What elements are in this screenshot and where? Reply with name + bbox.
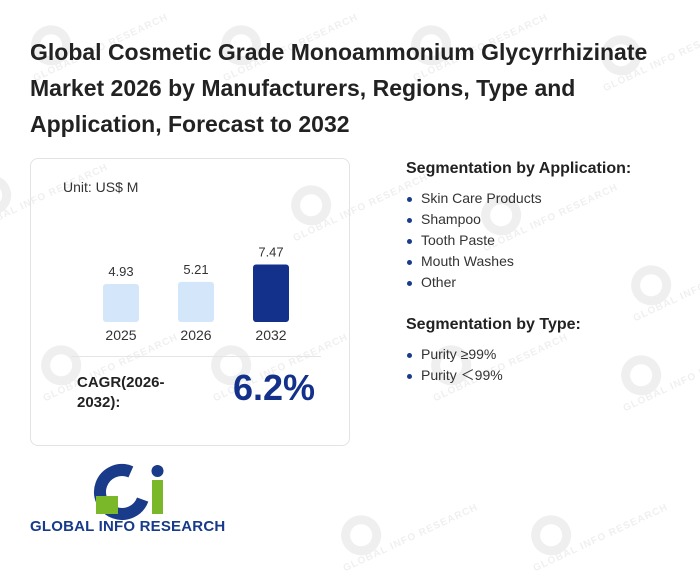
category-tick-label: 2032	[255, 327, 286, 343]
watermark-logo-icon	[524, 508, 578, 562]
watermark-text: GLOBAL INFO RESEARCH	[341, 501, 481, 575]
application-item-label: Mouth Washes	[421, 253, 514, 269]
market-size-card: Unit: US$ M 4.93 2025 5.21 2026 7.47 2032 CAG…	[30, 158, 350, 446]
application-item: Skin Care Products	[406, 188, 686, 209]
application-list: Skin Care Products Shampoo Tooth Paste Mout…	[406, 188, 686, 293]
logo-mark-icon	[94, 464, 164, 520]
page-title: Global Cosmetic Grade Monoammonium Glycy…	[30, 39, 648, 137]
type-item: Purity ＜99%	[406, 365, 686, 386]
watermark-logo-icon	[0, 168, 18, 222]
type-heading: Segmentation by Type:	[406, 316, 581, 333]
application-item: Shampoo	[406, 209, 686, 230]
logo-text: GLOBAL INFO RESEARCH	[30, 518, 226, 535]
bullet-icon	[407, 281, 412, 286]
application-heading: Segmentation by Application:	[406, 160, 632, 177]
category-tick-label: 2025	[105, 327, 136, 343]
application-item-label: Tooth Paste	[421, 232, 495, 248]
category-tick-label: 2026	[180, 327, 211, 343]
application-item-label: Other	[421, 274, 457, 290]
bar-value-label: 4.93	[108, 264, 133, 279]
bar-2025	[103, 284, 139, 322]
watermark-logo-icon	[334, 508, 388, 562]
application-item-label: Skin Care Products	[421, 190, 542, 206]
bullet-icon	[407, 239, 412, 244]
segmentation-by-application: Segmentation by Application: Skin Care P…	[406, 160, 686, 293]
bullet-icon	[407, 374, 412, 379]
bar-2032	[253, 264, 289, 322]
cagr-value: 6.2%	[233, 367, 316, 408]
application-item: Tooth Paste	[406, 230, 686, 251]
bullet-icon	[407, 218, 412, 223]
application-item: Mouth Washes	[406, 251, 686, 272]
bullet-icon	[407, 197, 412, 202]
bar-2026	[178, 281, 214, 322]
application-item-label: Shampoo	[421, 211, 481, 227]
bullet-icon	[407, 260, 412, 265]
watermark-text: GLOBAL INFO RESEARCH	[531, 501, 671, 575]
bullet-icon	[407, 353, 412, 358]
unit-label: Unit: US$ M	[63, 179, 139, 195]
bar-value-label: 5.21	[183, 262, 208, 277]
type-item-label: Purity ≥99%	[421, 346, 497, 362]
segmentation-by-type: Segmentation by Type: Purity ≥99% Purity …	[406, 316, 686, 386]
bar-chart: 4.93 2025 5.21 2026 7.47 2032	[103, 244, 289, 343]
type-list: Purity ≥99% Purity ＜99%	[406, 344, 686, 386]
company-logo: GLOBAL INFO RESEARCH	[30, 462, 240, 542]
cagr-label: CAGR(2026-2032):	[77, 374, 165, 411]
divider	[71, 356, 321, 357]
type-item: Purity ≥99%	[406, 344, 686, 365]
bar-value-label: 7.47	[258, 244, 283, 259]
type-item-label: Purity ＜99%	[421, 367, 503, 383]
application-item: Other	[406, 272, 686, 293]
